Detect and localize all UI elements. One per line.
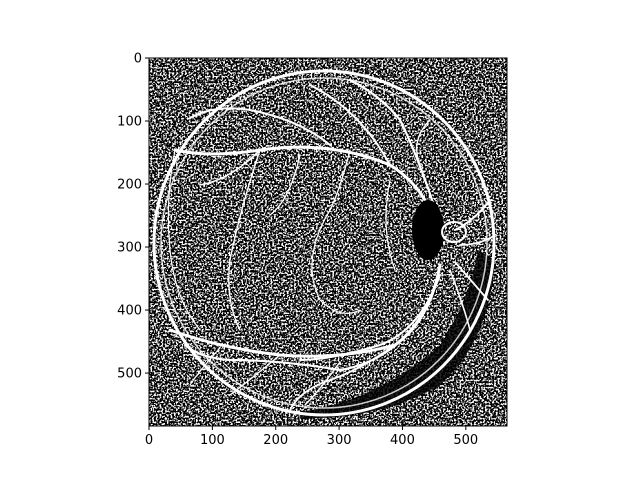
optic-disc <box>412 200 467 260</box>
x-tick-label: 500 <box>453 433 478 448</box>
x-tick-label: 400 <box>390 433 415 448</box>
y-axis: 0 100 200 300 400 500 <box>117 52 149 382</box>
retina-boundary <box>152 69 496 417</box>
x-tick-label: 0 <box>145 433 153 448</box>
x-tick-label: 300 <box>327 433 352 448</box>
y-tick-label: 500 <box>117 367 142 382</box>
x-tick-label: 200 <box>263 433 288 448</box>
y-tick-label: 0 <box>134 52 142 67</box>
y-tick-label: 400 <box>117 304 142 319</box>
x-axis: 0 100 200 300 400 500 <box>145 426 478 448</box>
vessel-tree <box>167 78 496 411</box>
y-tick-label: 100 <box>117 115 142 130</box>
y-tick-label: 200 <box>117 178 142 193</box>
image-frame <box>148 57 508 427</box>
y-tick-label: 300 <box>117 241 142 256</box>
fundus-image <box>149 58 507 426</box>
x-tick-label: 100 <box>200 433 225 448</box>
